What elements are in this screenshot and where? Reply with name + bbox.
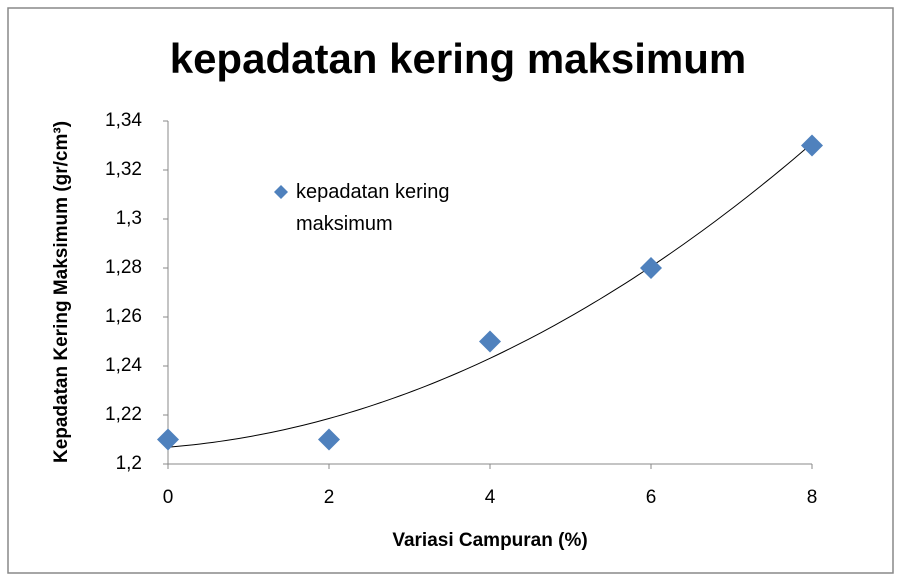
x-tick-label: 0 (163, 487, 174, 508)
data-point (318, 428, 340, 451)
data-point (479, 330, 501, 353)
x-tick-label: 4 (485, 487, 496, 508)
chart-border (7, 7, 894, 574)
trendline (167, 143, 813, 448)
y-tick-label: 1,22 (105, 404, 142, 425)
x-tick-label: 2 (324, 487, 335, 508)
y-tick-label: 1,26 (105, 306, 142, 327)
x-axis-title: Variasi Campuran (%) (392, 530, 587, 551)
data-point (157, 428, 179, 451)
y-axis-title: Kepadatan Kering Maksimum (gr/cm³) (51, 121, 72, 463)
x-tick-label: 8 (807, 487, 818, 508)
y-tick-label: 1,34 (105, 110, 142, 131)
data-point (801, 134, 823, 157)
legend-label: kepadatan kering maksimum (296, 181, 450, 235)
y-tick-label: 1,28 (105, 257, 142, 278)
data-point (640, 257, 662, 279)
y-tick-label: 1,2 (116, 453, 142, 474)
x-tick-label: 6 (646, 487, 657, 508)
y-tick-label: 1,3 (116, 208, 142, 229)
y-tick-label: 1,32 (105, 159, 142, 180)
y-tick-label: 1,24 (105, 355, 142, 376)
legend-marker (274, 185, 288, 199)
chart-title: kepadatan kering maksimum (170, 35, 747, 82)
